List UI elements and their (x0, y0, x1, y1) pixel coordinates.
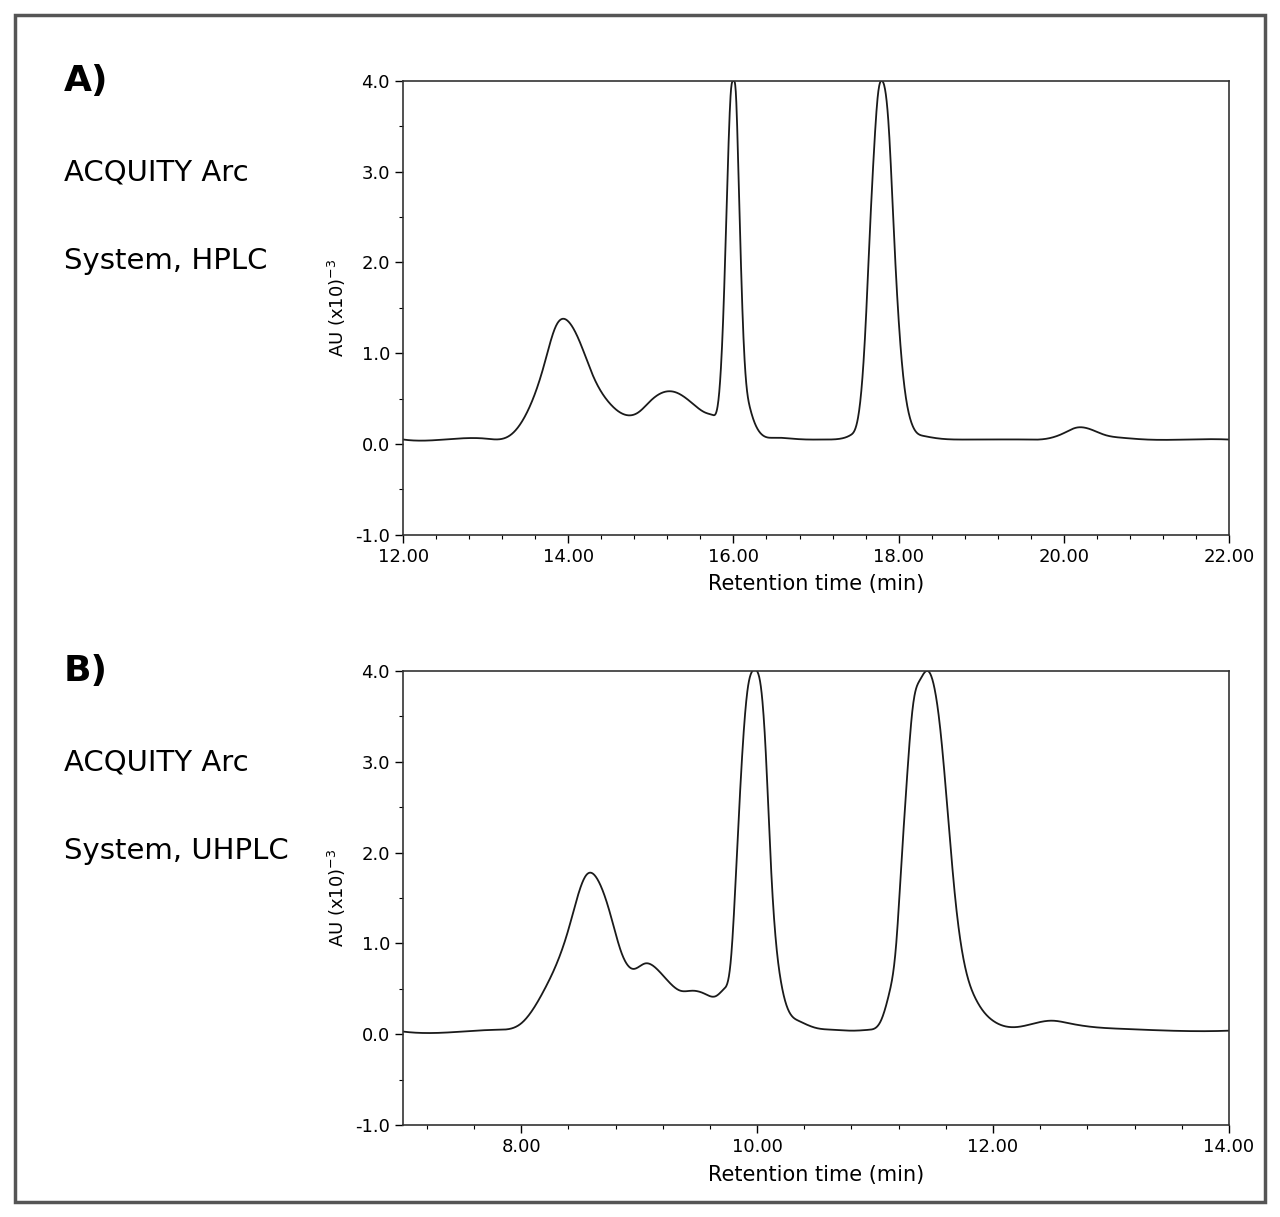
Text: ACQUITY Arc: ACQUITY Arc (64, 158, 248, 186)
Text: B): B) (64, 655, 108, 689)
Y-axis label: AU (x10)$^{-3}$: AU (x10)$^{-3}$ (326, 848, 348, 947)
Y-axis label: AU (x10)$^{-3}$: AU (x10)$^{-3}$ (326, 258, 348, 357)
X-axis label: Retention time (min): Retention time (min) (708, 1165, 924, 1184)
Text: ACQUITY Arc: ACQUITY Arc (64, 748, 248, 776)
Text: System, UHPLC: System, UHPLC (64, 837, 289, 865)
X-axis label: Retention time (min): Retention time (min) (708, 574, 924, 594)
Text: A): A) (64, 65, 109, 99)
Text: System, HPLC: System, HPLC (64, 247, 268, 275)
